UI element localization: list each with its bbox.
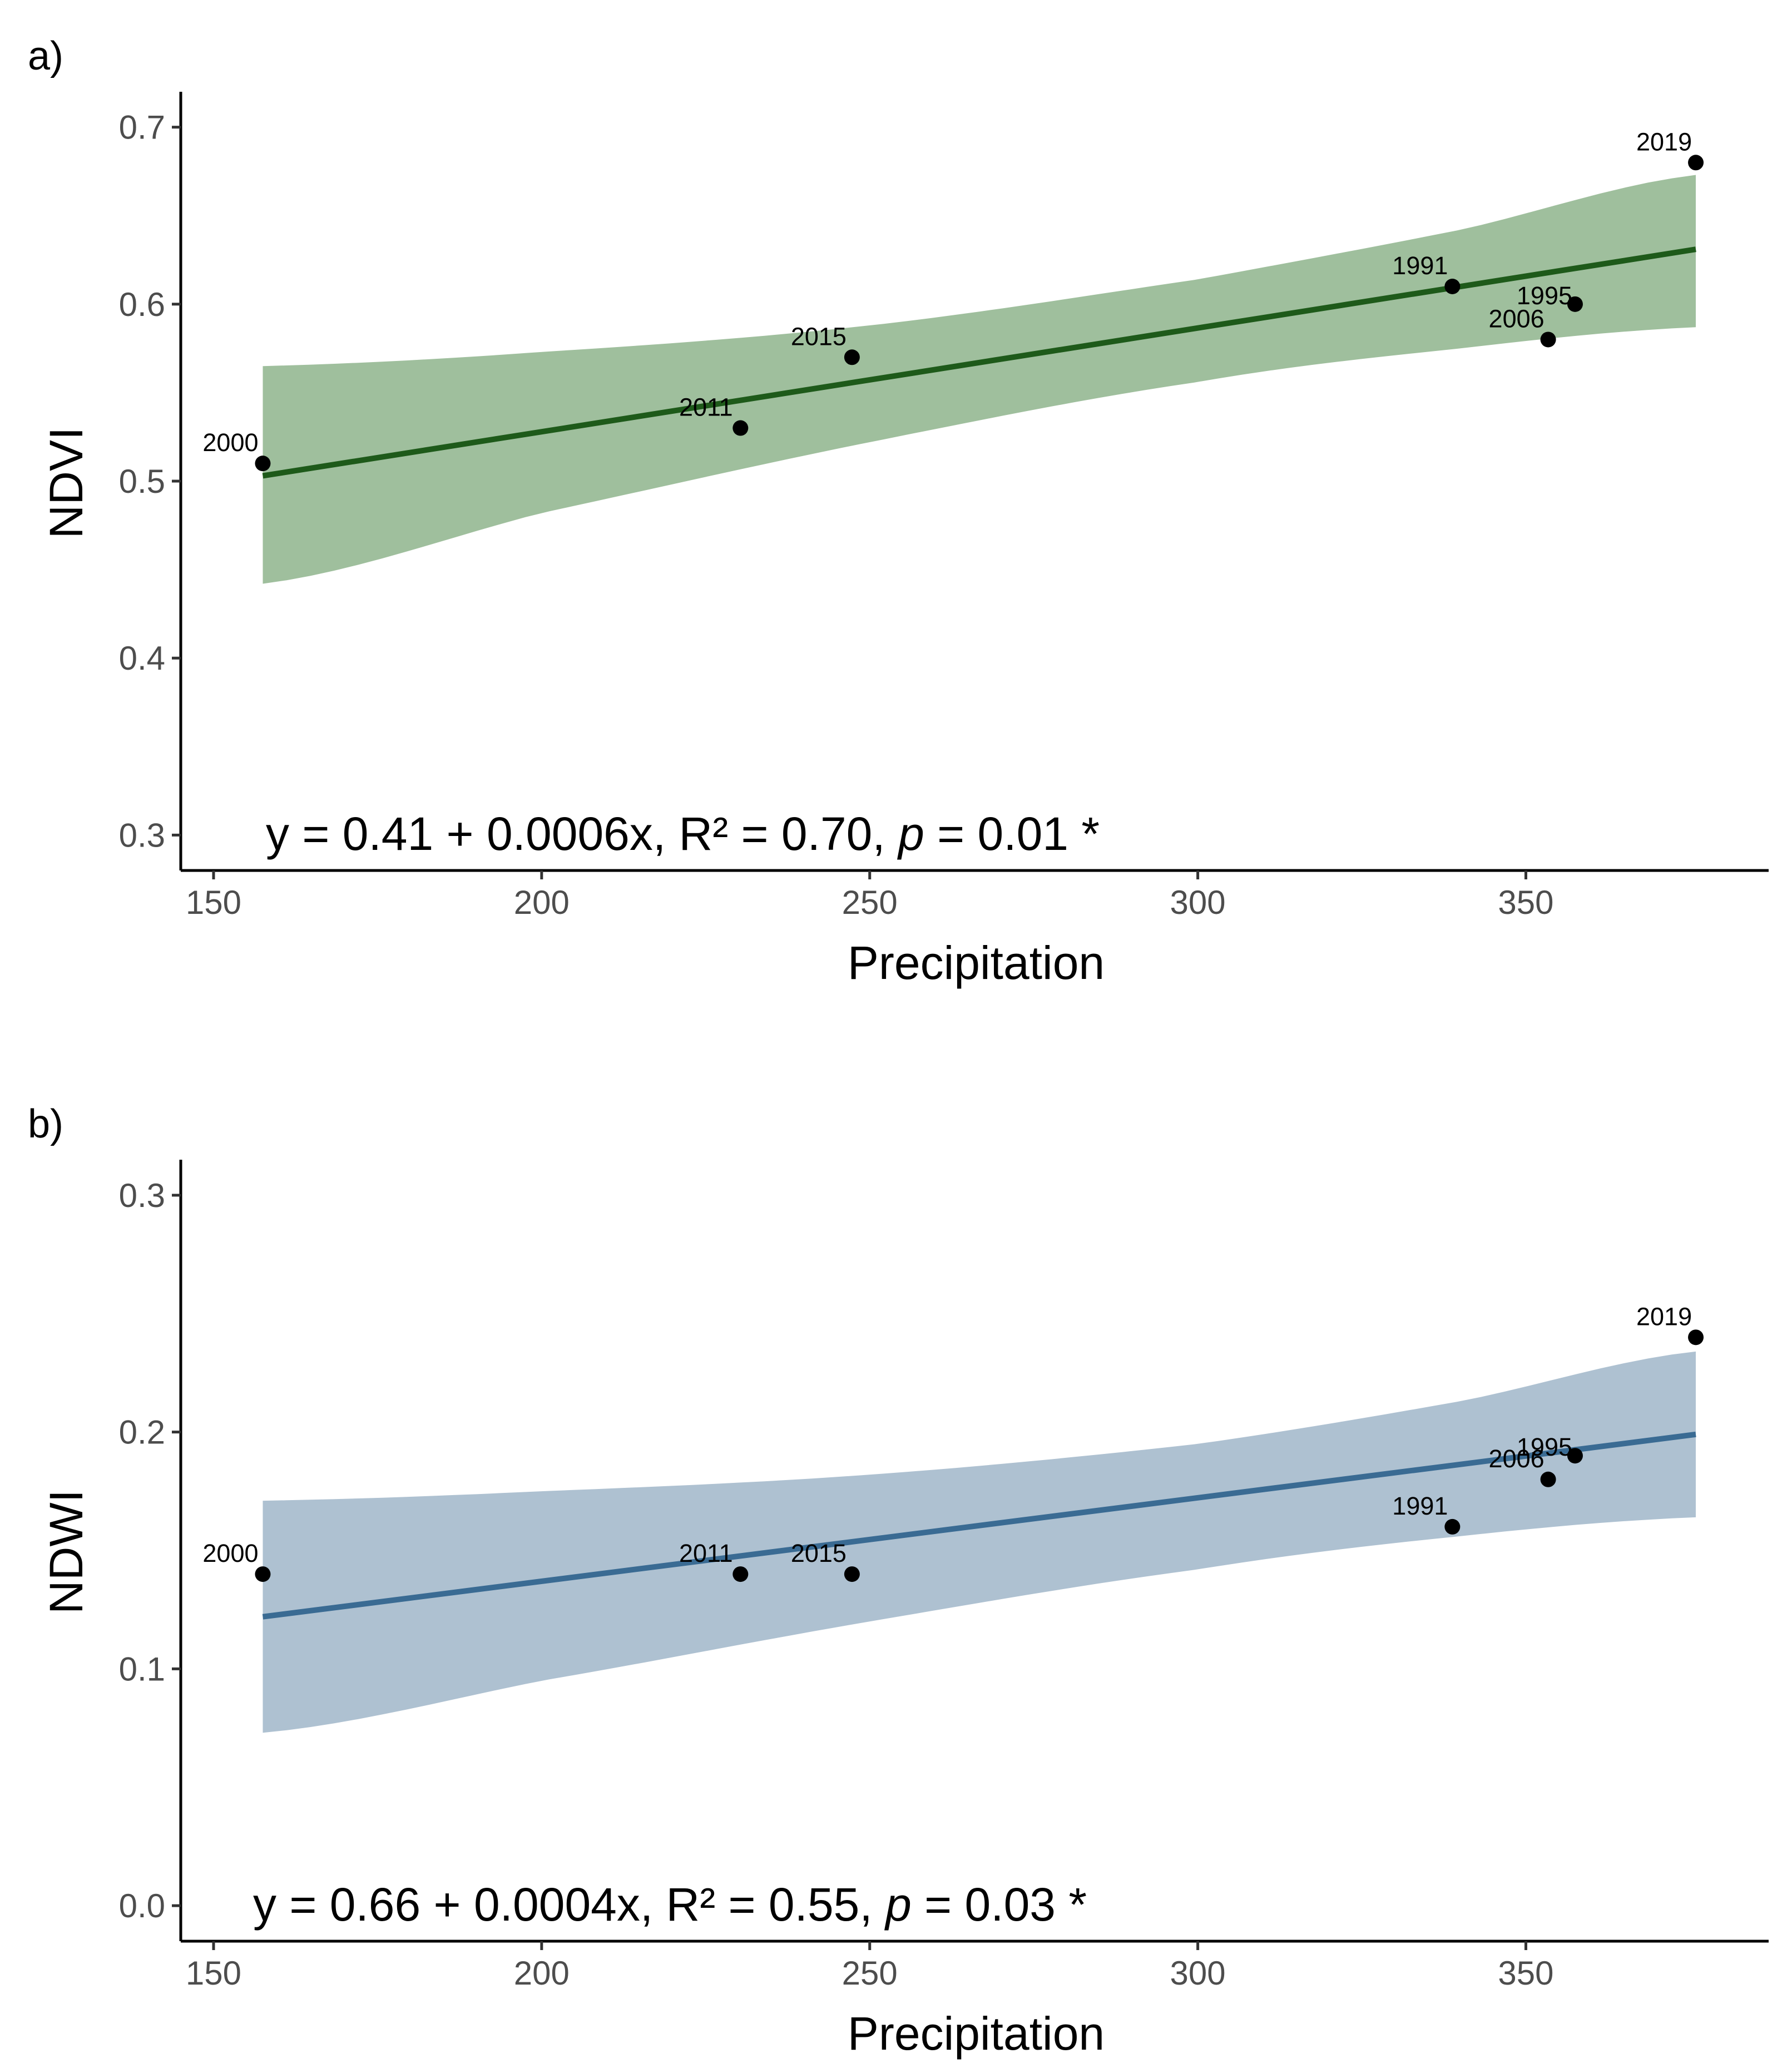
equation-suffix: = 0.01 *: [924, 808, 1100, 860]
data-point: [255, 1566, 271, 1582]
x-tick-label: 200: [514, 1955, 570, 1992]
equation-p-symbol: p: [884, 1878, 912, 1931]
point-label: 2006: [1489, 304, 1545, 333]
data-point: [1540, 1471, 1556, 1487]
x-tick-label: 250: [842, 884, 898, 921]
data-point: [255, 456, 271, 472]
point-label: 2015: [791, 1539, 847, 1567]
x-axis-title: Precipitation: [848, 937, 1105, 989]
y-tick-label: 0.7: [119, 109, 165, 146]
data-point: [1444, 1518, 1461, 1535]
y-tick-label: 0.3: [119, 1177, 165, 1214]
point-label: 2011: [679, 1539, 733, 1567]
equation-p-symbol: p: [897, 808, 924, 860]
y-axis-title: NDWI: [40, 1490, 92, 1614]
data-point: [1688, 1329, 1704, 1345]
data-point: [1567, 296, 1583, 312]
x-tick-label: 250: [842, 1955, 898, 1992]
panel-label: a): [28, 34, 63, 78]
x-tick-label: 350: [1498, 1955, 1553, 1992]
y-tick-label: 0.0: [119, 1887, 165, 1924]
point-label: 2000: [202, 1539, 258, 1567]
point-label: 1991: [1392, 251, 1448, 280]
point-label: 2019: [1636, 1302, 1692, 1330]
point-label: 2015: [791, 322, 847, 350]
x-tick-label: 300: [1170, 1955, 1226, 1992]
point-label: 1991: [1392, 1492, 1448, 1520]
data-point: [1444, 279, 1461, 294]
y-tick-label: 0.4: [119, 640, 165, 677]
y-tick-label: 0.5: [119, 463, 165, 500]
data-point: [1540, 332, 1556, 348]
equation-prefix: y = 0.41 + 0.0006x, R² = 0.70,: [266, 808, 898, 860]
regression-equation: y = 0.41 + 0.0006x, R² = 0.70, p = 0.01 …: [266, 808, 1100, 860]
point-label: 2000: [202, 428, 258, 457]
point-label: 2011: [679, 393, 733, 422]
x-tick-label: 300: [1170, 884, 1226, 921]
panel-label: b): [28, 1102, 63, 1146]
equation-suffix: = 0.03 *: [912, 1878, 1087, 1931]
point-label: 1995: [1517, 281, 1572, 310]
data-point: [732, 1566, 749, 1582]
regression-equation: y = 0.66 + 0.0004x, R² = 0.55, p = 0.03 …: [253, 1878, 1087, 1931]
data-point: [1688, 155, 1704, 171]
point-label: 2006: [1489, 1444, 1545, 1473]
regression-line: [262, 1431, 1696, 1620]
x-tick-label: 150: [186, 1955, 241, 1992]
x-tick-label: 350: [1498, 884, 1553, 921]
confidence-band: [263, 1351, 1696, 1733]
data-point: [732, 420, 749, 436]
x-tick-label: 150: [186, 884, 241, 921]
point-label: 1995: [1517, 1433, 1572, 1461]
x-axis-title: Precipitation: [848, 2007, 1105, 2060]
x-tick-label: 200: [514, 884, 570, 921]
y-tick-label: 0.6: [119, 286, 165, 323]
data-point: [844, 1566, 860, 1582]
data-point: [844, 349, 860, 365]
y-axis-title: NDVI: [40, 427, 92, 539]
equation-prefix: y = 0.66 + 0.0004x, R² = 0.55,: [253, 1878, 885, 1931]
y-tick-label: 0.1: [119, 1650, 165, 1688]
point-label: 2019: [1636, 127, 1692, 156]
confidence-band: [263, 175, 1696, 584]
y-tick-label: 0.3: [119, 817, 165, 854]
data-point: [1567, 1448, 1583, 1464]
y-tick-label: 0.2: [119, 1414, 165, 1451]
